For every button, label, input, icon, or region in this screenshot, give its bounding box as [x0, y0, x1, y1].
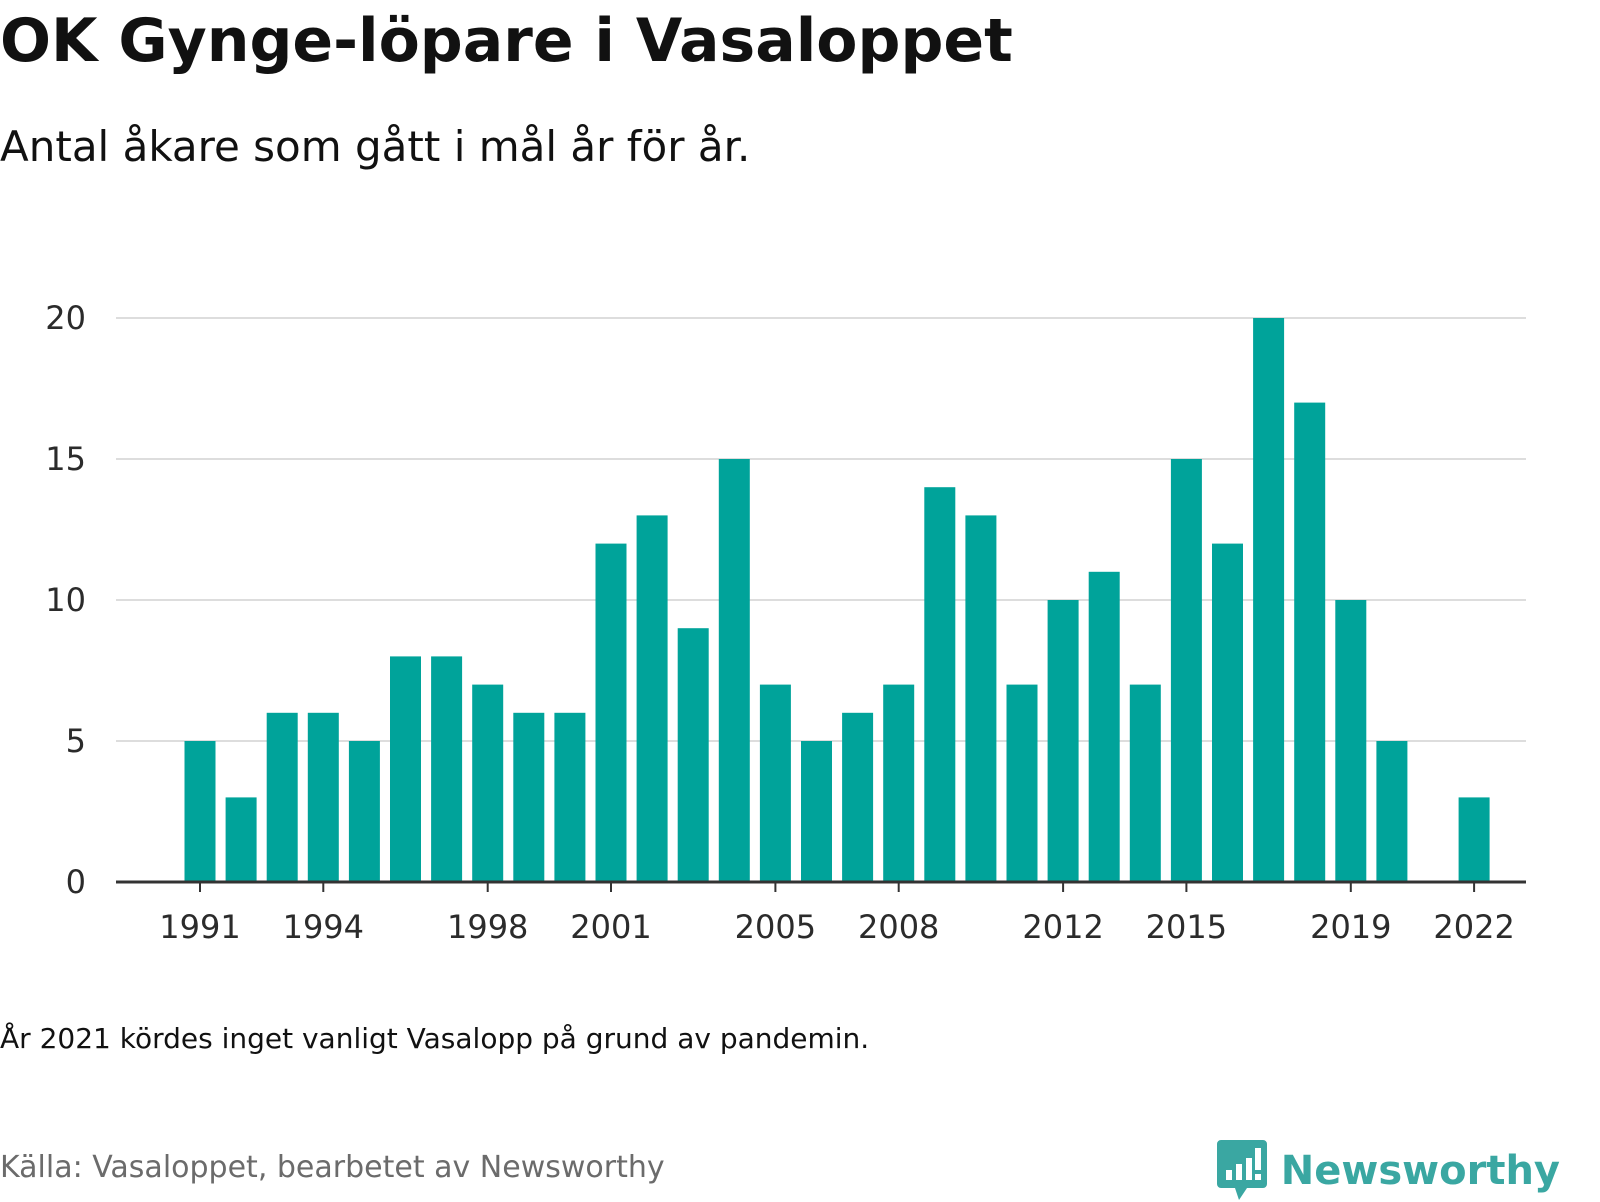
bar-1992 [225, 797, 257, 882]
x-tick-label-2008: 2008 [858, 908, 939, 946]
y-tick-label-0: 0 [66, 863, 86, 901]
bar-1991 [184, 741, 216, 882]
x-tick-label-2012: 2012 [1022, 908, 1103, 946]
bar-2018 [1294, 402, 1326, 882]
bar-2015 [1170, 459, 1202, 882]
bar-2010 [965, 515, 997, 882]
chart-subtitle: Antal åkare som gått i mål år för år. [0, 122, 751, 171]
chart-title: OK Gynge-löpare i Vasaloppet [0, 6, 1013, 76]
bar-2009 [924, 487, 956, 882]
bar-1998 [472, 684, 504, 882]
brand-name: Newsworthy [1280, 1148, 1560, 1194]
x-tick-label-2022: 2022 [1433, 908, 1514, 946]
bar-2007 [842, 712, 874, 882]
bar-chart: 0 5 10 15 20 1991 1994 1998 2001 2005 2008 2012 2015… [45, 299, 1526, 946]
y-tick-label-10: 10 [45, 581, 86, 619]
source-text: Källa: Vasaloppet, bearbetet av Newswort… [0, 1150, 665, 1185]
bar-2013 [1088, 571, 1120, 882]
x-tick-label-1994: 1994 [283, 908, 364, 946]
bar-2014 [1129, 684, 1161, 882]
x-tick-label-2001: 2001 [570, 908, 651, 946]
chart-note: År 2021 kördes inget vanligt Vasalopp på… [0, 1022, 870, 1055]
bar-1994 [307, 712, 339, 882]
bar-1996 [390, 656, 421, 882]
bar-1995 [348, 741, 380, 882]
bar-2002 [636, 515, 668, 882]
bar-2017 [1253, 318, 1285, 882]
x-tick-label-2005: 2005 [735, 908, 816, 946]
bar-1997 [431, 656, 463, 882]
bar-2020 [1376, 741, 1408, 882]
bar-2011 [1006, 684, 1038, 882]
bar-2000 [554, 712, 586, 882]
bar-2005 [759, 684, 791, 882]
x-tick-label-2019: 2019 [1310, 908, 1391, 946]
bar-2016 [1212, 543, 1243, 882]
bar-2008 [883, 684, 915, 882]
bar-2022 [1458, 797, 1490, 882]
bar-2001 [595, 543, 627, 882]
bar-2004 [718, 459, 750, 882]
bar-2003 [677, 628, 709, 882]
bar-1993 [266, 712, 298, 882]
x-tick-label-1998: 1998 [447, 908, 528, 946]
brand-logo: Newsworthy [1216, 1140, 1560, 1202]
bar-2006 [801, 741, 832, 882]
bar-1999 [513, 712, 545, 882]
y-tick-label-15: 15 [45, 440, 86, 478]
newsworthy-logo-icon [1216, 1140, 1267, 1200]
x-tick-label-1991: 1991 [159, 908, 240, 946]
y-tick-label-5: 5 [66, 722, 86, 760]
bar-2012 [1047, 600, 1079, 882]
x-tick-label-2015: 2015 [1146, 908, 1227, 946]
bar-2019 [1335, 600, 1367, 882]
y-tick-label-20: 20 [45, 299, 86, 337]
